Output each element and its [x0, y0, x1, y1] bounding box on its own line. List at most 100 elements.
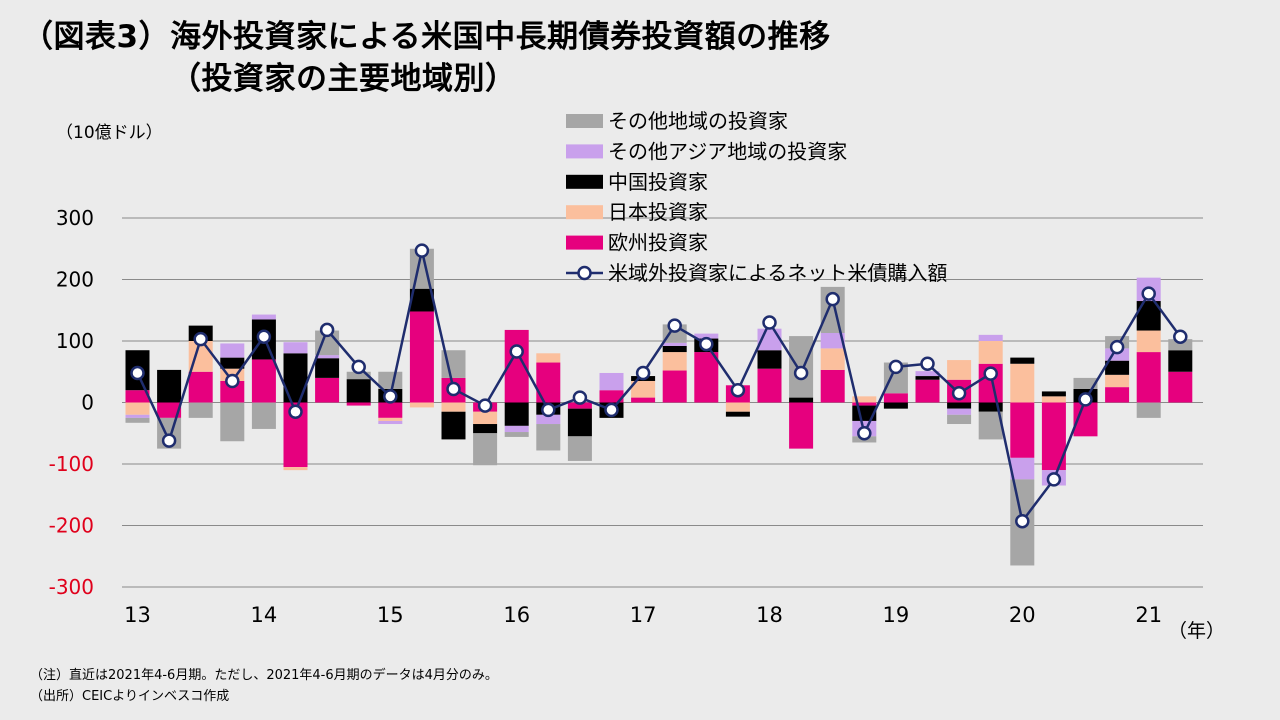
- bar-segment: [725, 411, 750, 417]
- x-tick-label: 15: [377, 603, 404, 627]
- bar-segment: [346, 379, 371, 403]
- bar-segment: [1041, 391, 1066, 397]
- bar-segment: [789, 397, 814, 403]
- bar-segment: [409, 402, 434, 408]
- bar-segment: [220, 357, 245, 369]
- legend-label: 日本投資家: [608, 200, 708, 224]
- line-point: [477, 398, 493, 413]
- bar-segment: [915, 376, 940, 380]
- legend-swatch: [566, 235, 603, 250]
- bar-segment: [947, 360, 972, 380]
- bar-segment: [346, 371, 371, 380]
- bar-segment: [157, 402, 182, 418]
- x-tick-label: 19: [883, 603, 910, 627]
- y-axis-ticks: 300 200 100 0 -100 -200 -300: [49, 206, 94, 599]
- bar-segment: [947, 414, 972, 425]
- line-point: [1015, 513, 1030, 529]
- bar-segment: [378, 402, 403, 418]
- bar-segment: [915, 371, 940, 377]
- bar-series: [125, 248, 1193, 566]
- line-point: [509, 344, 524, 359]
- y-tick-label: 0: [81, 391, 94, 415]
- x-axis-ticks: 13 14 15 16 17 18 19 20 21: [124, 603, 1162, 627]
- line-point: [161, 433, 177, 448]
- bar-segment: [725, 402, 750, 412]
- legend-swatch: [566, 174, 603, 189]
- bar-segment: [504, 425, 529, 433]
- bar-segment: [820, 333, 845, 349]
- line-point: [414, 243, 430, 258]
- bar-segment: [536, 414, 561, 425]
- bar-segment: [1010, 363, 1035, 403]
- bar-segment: [757, 368, 782, 403]
- line-point: [888, 359, 904, 375]
- bar-segment: [1136, 352, 1161, 403]
- bar-segment: [220, 343, 245, 358]
- line-point: [383, 389, 398, 404]
- line-point: [793, 365, 809, 381]
- bar-segment: [1105, 374, 1130, 388]
- bar-segment: [567, 402, 592, 409]
- line-point: [635, 365, 651, 381]
- line-point: [572, 390, 588, 405]
- bar-segment: [346, 402, 371, 406]
- legend-marker: [577, 265, 592, 281]
- y-tick-label: -300: [49, 575, 94, 599]
- bar-segment: [852, 402, 877, 406]
- bar-segment: [599, 372, 624, 391]
- bar-segment: [1105, 387, 1130, 403]
- line-point: [351, 359, 366, 375]
- line-point: [256, 329, 272, 344]
- bar-segment: [378, 417, 403, 421]
- footnote-source: （出所）CEICよりインベスコ作成: [30, 689, 230, 704]
- line-point: [920, 356, 935, 372]
- bar-segment: [567, 436, 592, 461]
- bar-segment: [883, 393, 908, 403]
- bar-segment: [1136, 330, 1161, 353]
- line-point: [667, 318, 682, 333]
- line-point: [1046, 472, 1062, 487]
- line-point: [857, 426, 872, 441]
- chart-title: （図表3）海外投資家による米国中長期債券投資額の推移 （投資家の主要地域別）: [22, 16, 831, 100]
- line-point: [130, 365, 145, 381]
- legend-label: 中国投資家: [608, 170, 708, 194]
- bar-segment: [1168, 339, 1193, 351]
- legend-label: その他アジア地域の投資家: [608, 139, 847, 163]
- bar-segment: [978, 402, 1003, 412]
- y-axis-unit-label: （10億ドル）: [56, 123, 163, 143]
- x-tick-label: 16: [503, 603, 530, 627]
- line-point: [730, 382, 746, 398]
- x-axis-unit-label: （年）: [1168, 620, 1225, 642]
- bar-segment: [694, 352, 719, 403]
- line-point: [288, 404, 303, 419]
- bar-segment: [315, 355, 340, 359]
- line-point: [541, 402, 556, 418]
- legend-swatch: [566, 114, 603, 128]
- bar-segment: [1010, 357, 1035, 364]
- line-point: [825, 291, 840, 307]
- bar-segment: [125, 402, 150, 415]
- bar-segment: [283, 353, 308, 403]
- bar-segment: [251, 314, 276, 320]
- bar-segment: [662, 352, 687, 371]
- bar-segment: [188, 371, 213, 403]
- bar-segment: [125, 390, 150, 403]
- bar-segment: [220, 380, 245, 403]
- y-tick-label: 300: [56, 206, 94, 230]
- bar-segment: [947, 408, 972, 415]
- bar-segment: [157, 369, 182, 403]
- bar-segment: [915, 379, 940, 403]
- legend: その他地域の投資家その他アジア地域の投資家中国投資家日本投資家欧州投資家米域外投…: [566, 109, 947, 285]
- bar-segment: [789, 402, 814, 449]
- bar-segment: [251, 402, 276, 429]
- bar-segment: [1073, 377, 1098, 389]
- chart-title-line1: （図表3）海外投資家による米国中長期債券投資額の推移: [22, 19, 831, 55]
- y-tick-label: 200: [56, 268, 94, 292]
- bar-segment: [315, 358, 340, 378]
- net-purchase-polyline: [136, 250, 1182, 525]
- x-tick-label: 14: [251, 603, 278, 627]
- footnotes: （注）直近は2021年4-6月期。ただし、2021年4-6月期のデータは4月分の…: [30, 665, 498, 707]
- legend-label: その他地域の投資家: [608, 109, 788, 133]
- y-tick-label: 100: [56, 329, 94, 353]
